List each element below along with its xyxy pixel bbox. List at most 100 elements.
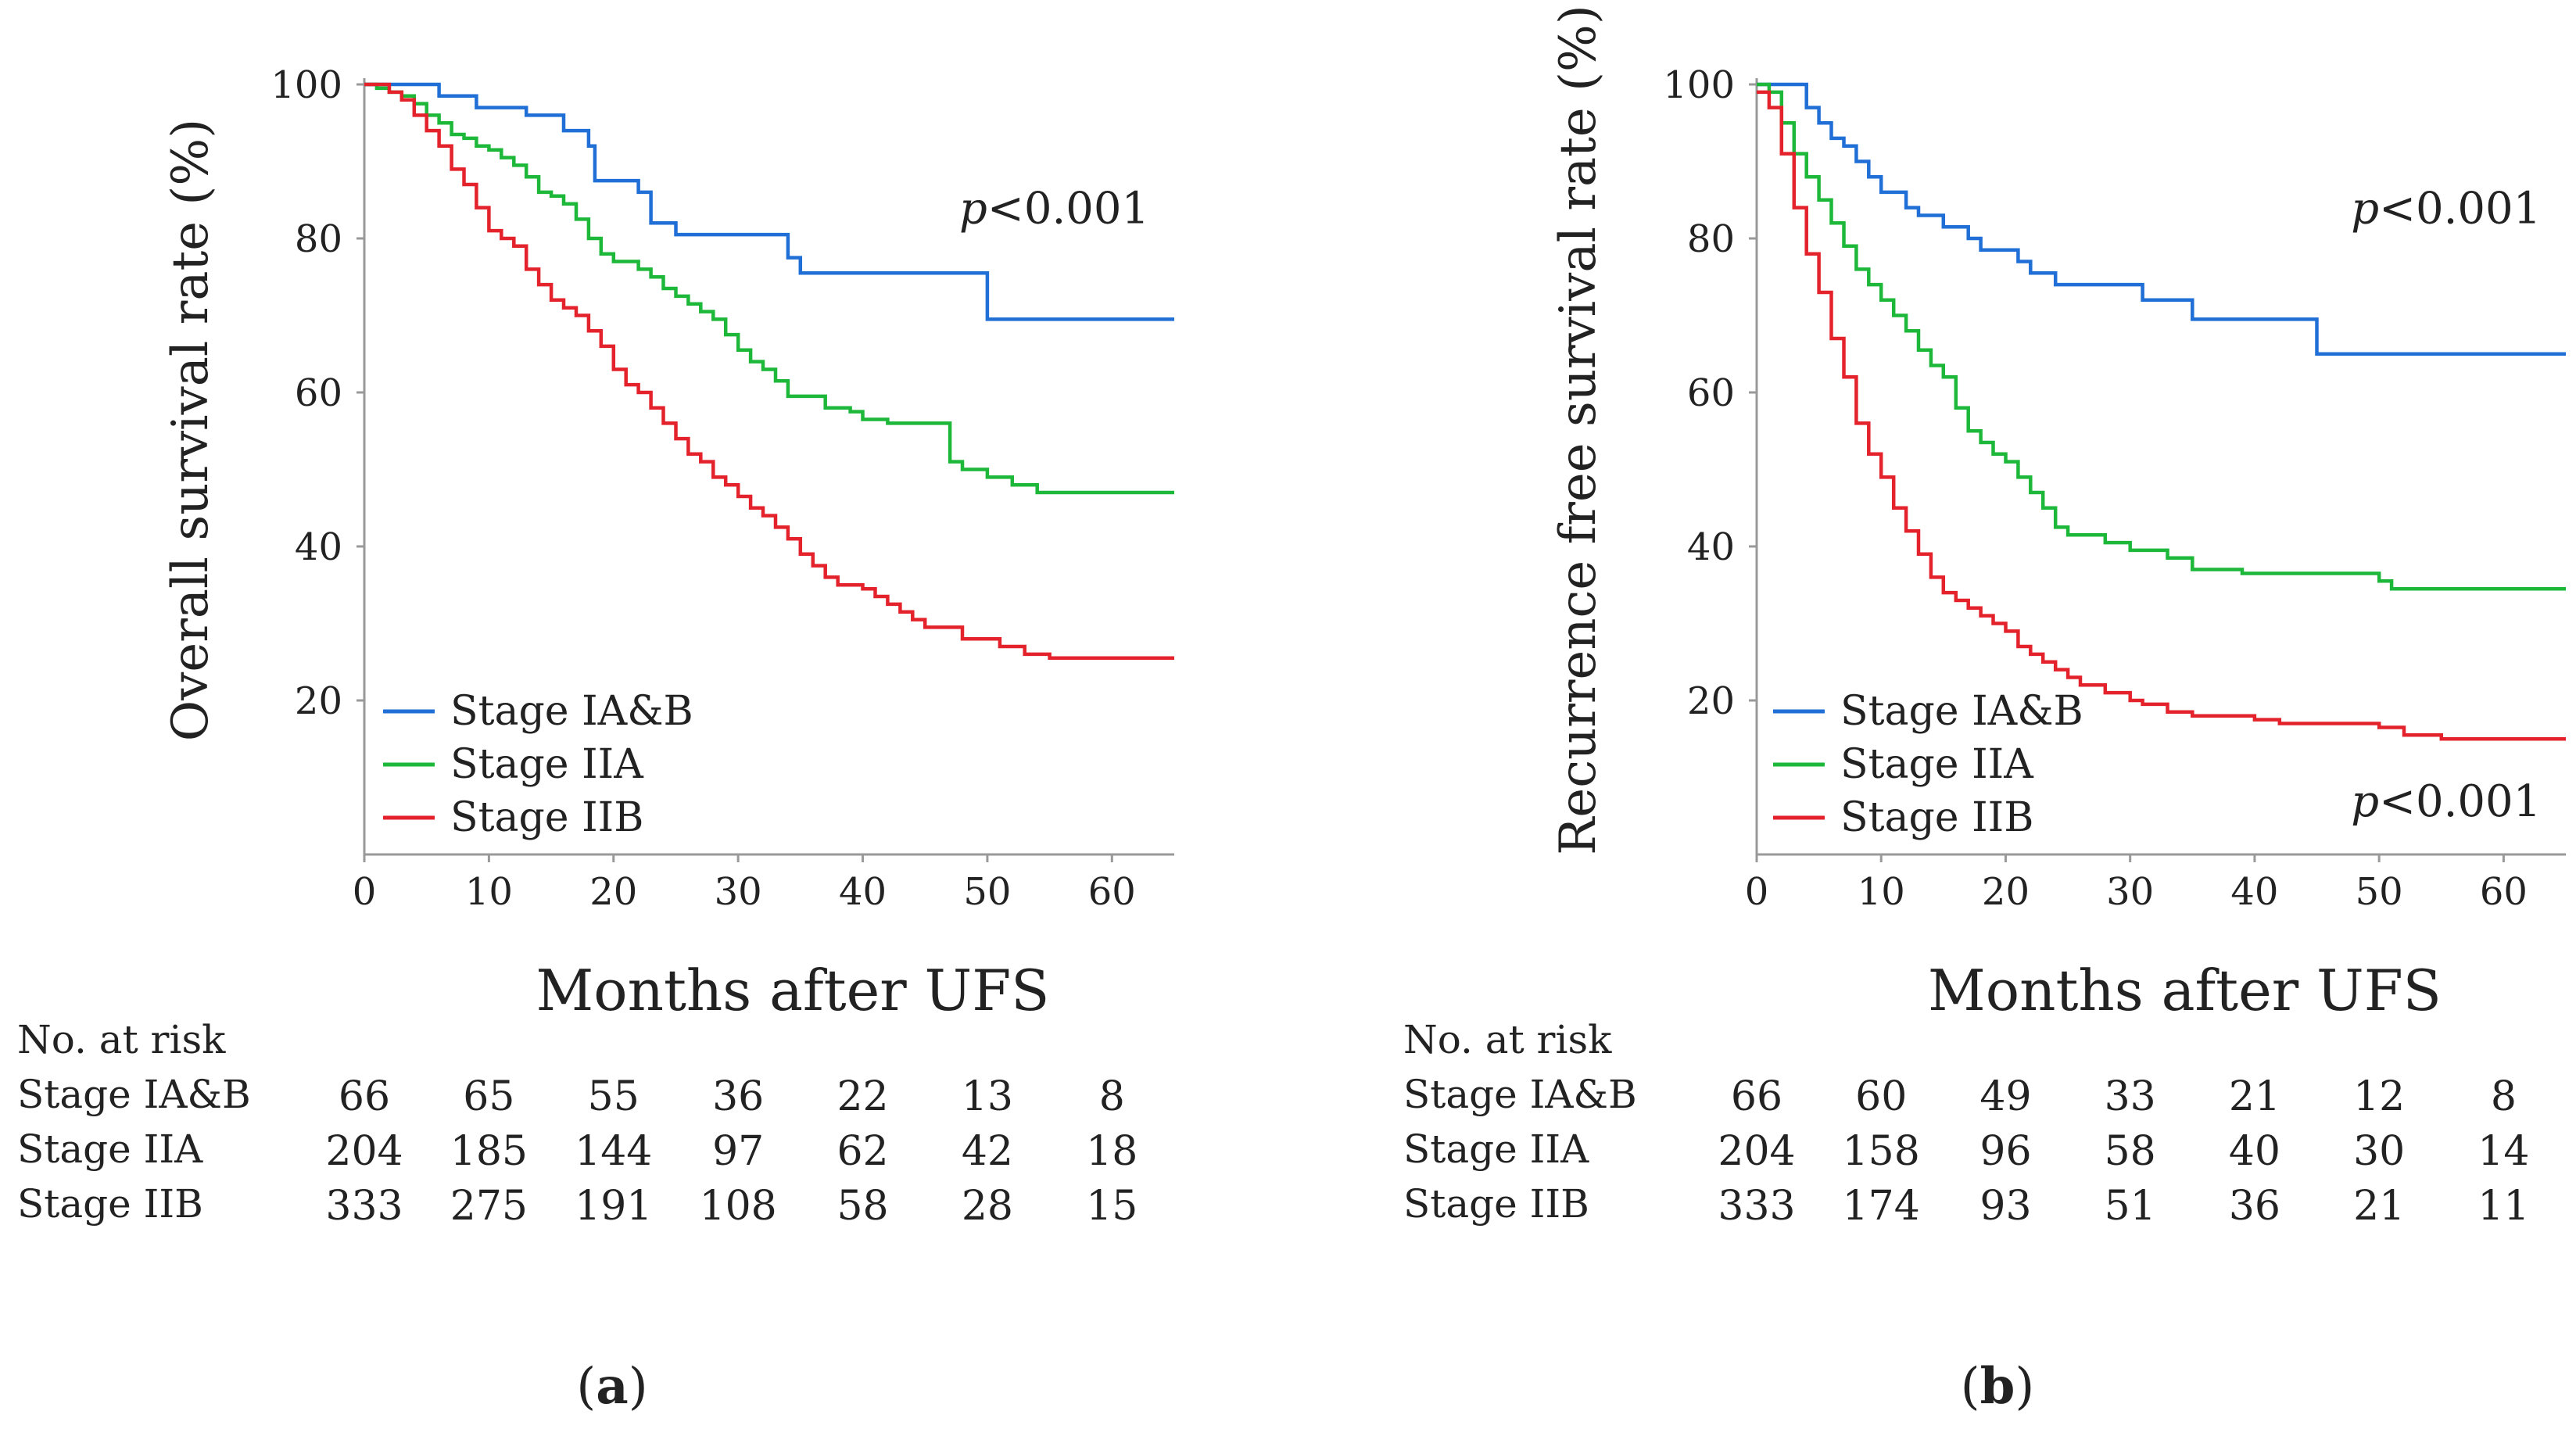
legend-label-2: Stage IIA	[1840, 741, 2034, 788]
risk-cell: 12	[2353, 1073, 2405, 1120]
panel-label-close: )	[629, 1358, 648, 1416]
risk-row-label: Stage IIB	[17, 1181, 203, 1227]
risk-cell: 333	[325, 1183, 403, 1230]
risk-cell: 51	[2105, 1183, 2156, 1230]
p-value-italic: p	[959, 184, 987, 235]
x-tick-label: 60	[1088, 870, 1136, 914]
y-tick-label: 100	[1663, 63, 1735, 107]
y-tick-label: 100	[270, 63, 342, 107]
x-tick-label: 10	[1858, 870, 1905, 914]
x-axis-title: Months after UFS	[1928, 958, 2442, 1023]
legend-label-3: Stage IIB	[450, 794, 643, 841]
x-tick-label: 10	[465, 870, 513, 914]
risk-cell: 55	[588, 1073, 640, 1120]
legend-label-2: Stage IIA	[450, 741, 644, 788]
x-tick-label: 20	[1982, 870, 2030, 914]
series-line-1	[364, 82, 1174, 321]
panel-label: (b)	[1961, 1357, 2035, 1416]
y-tick-label: 80	[295, 217, 342, 261]
risk-cell: 42	[962, 1128, 1013, 1175]
risk-cell: 36	[2229, 1183, 2280, 1230]
x-tick-label: 40	[839, 870, 887, 914]
series-line-1	[1757, 82, 2566, 356]
legend-label-1: Stage IA&B	[1840, 688, 2083, 735]
panel-label: (a)	[576, 1357, 647, 1416]
series-line-3	[364, 82, 1174, 661]
panel-label-letter: a	[596, 1357, 628, 1416]
x-tick-label: 60	[2480, 870, 2528, 914]
risk-row-label: Stage IIB	[1403, 1181, 1589, 1227]
risk-cell: 49	[1979, 1073, 2031, 1120]
series-line-2	[1757, 82, 2566, 591]
risk-cell: 204	[325, 1128, 403, 1175]
y-axis-title: Overall survival rate (%)	[162, 119, 220, 741]
y-tick-label: 60	[1687, 371, 1735, 415]
risk-cell: 14	[2477, 1128, 2529, 1175]
risk-cell: 275	[450, 1183, 528, 1230]
p-value-label: p<0.001	[959, 184, 1149, 235]
risk-cell: 11	[2477, 1183, 2529, 1230]
risk-row-label: Stage IIA	[17, 1126, 203, 1172]
risk-cell: 204	[1718, 1128, 1795, 1175]
panel-label-letter: b	[1980, 1357, 2015, 1416]
legend-label-1: Stage IA&B	[450, 688, 693, 735]
p-value-text: <0.001	[2379, 184, 2541, 235]
risk-cell: 13	[962, 1073, 1013, 1120]
risk-row-label: Stage IA&B	[17, 1072, 251, 1117]
risk-cell: 36	[712, 1073, 764, 1120]
x-axis-title: Months after UFS	[536, 958, 1050, 1023]
panel-label-open: (	[576, 1358, 596, 1416]
risk-cell: 174	[1843, 1183, 1920, 1230]
risk-cell: 144	[575, 1128, 652, 1175]
y-tick-label: 40	[295, 525, 342, 569]
risk-table-title: No. at risk	[17, 1017, 226, 1062]
risk-cell: 30	[2353, 1128, 2405, 1175]
p-value-italic: p	[2351, 184, 2379, 235]
risk-cell: 15	[1086, 1183, 1138, 1230]
series-line-2	[364, 82, 1174, 495]
risk-cell: 8	[2491, 1073, 2517, 1120]
risk-row-label: Stage IIA	[1403, 1126, 1589, 1172]
risk-cell: 21	[2353, 1183, 2405, 1230]
p-value-text: <0.001	[987, 184, 1149, 235]
risk-cell: 33	[2105, 1073, 2156, 1120]
risk-cell: 185	[450, 1128, 528, 1175]
risk-cell: 66	[339, 1073, 390, 1120]
risk-cell: 65	[463, 1073, 514, 1120]
risk-cell: 66	[1731, 1073, 1782, 1120]
risk-cell: 60	[1855, 1073, 1907, 1120]
x-tick-label: 0	[353, 870, 377, 914]
legend-label-3: Stage IIB	[1840, 794, 2033, 841]
risk-table-title: No. at risk	[1403, 1017, 1612, 1062]
panel-label-open: (	[1961, 1358, 1980, 1416]
risk-cell: 96	[1979, 1128, 2031, 1175]
x-tick-label: 0	[1745, 870, 1769, 914]
risk-cell: 62	[837, 1128, 888, 1175]
x-tick-label: 40	[2230, 870, 2278, 914]
panel-a: 20 40 60 80 100 0 10 20 30 40 50 60 Overall survival…	[17, 63, 1174, 1416]
risk-cell: 58	[2105, 1128, 2156, 1175]
p-value-italic: p	[2351, 776, 2379, 827]
risk-cell: 158	[1843, 1128, 1920, 1175]
y-tick-label: 60	[295, 371, 342, 415]
y-axis-title: Recurrence free survival rate (%)	[1550, 5, 1607, 855]
y-tick-label: 20	[1687, 679, 1735, 723]
risk-row-label: Stage IA&B	[1403, 1072, 1637, 1117]
x-tick-label: 30	[2106, 870, 2154, 914]
risk-cell: 191	[575, 1183, 652, 1230]
risk-cell: 18	[1086, 1128, 1138, 1175]
x-tick-label: 50	[963, 870, 1011, 914]
x-tick-label: 20	[589, 870, 637, 914]
risk-cell: 40	[2229, 1128, 2280, 1175]
risk-cell: 108	[700, 1183, 777, 1230]
panel-label-close: )	[2015, 1358, 2034, 1416]
series-line-3	[1757, 90, 2566, 741]
x-tick-label: 50	[2356, 870, 2403, 914]
risk-cell: 8	[1099, 1073, 1125, 1120]
risk-cell: 22	[837, 1073, 888, 1120]
risk-cell: 21	[2229, 1073, 2280, 1120]
p-value-label: p<0.001	[2351, 776, 2541, 827]
p-value-label: p<0.001	[2351, 184, 2541, 235]
risk-cell: 97	[712, 1128, 764, 1175]
